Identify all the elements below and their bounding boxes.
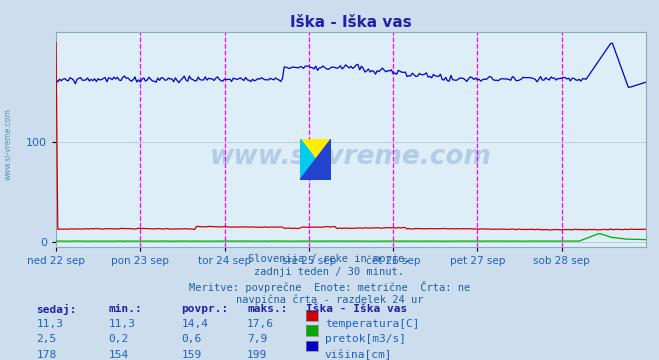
Text: Meritve: povprečne  Enote: metrične  Črta: ne: Meritve: povprečne Enote: metrične Črta:…: [189, 281, 470, 293]
Text: višina[cm]: višina[cm]: [325, 350, 392, 360]
Text: 14,4: 14,4: [181, 319, 208, 329]
Text: 0,2: 0,2: [109, 334, 129, 345]
Text: 159: 159: [181, 350, 202, 360]
Text: povpr.:: povpr.:: [181, 304, 229, 314]
Text: min.:: min.:: [109, 304, 142, 314]
Text: 178: 178: [36, 350, 57, 360]
Text: maks.:: maks.:: [247, 304, 287, 314]
Polygon shape: [300, 139, 331, 180]
Polygon shape: [300, 139, 331, 180]
Text: navpična črta - razdelek 24 ur: navpična črta - razdelek 24 ur: [236, 294, 423, 305]
Text: 154: 154: [109, 350, 129, 360]
Text: pretok[m3/s]: pretok[m3/s]: [325, 334, 406, 345]
Text: Slovenija / reke in morje.: Slovenija / reke in morje.: [248, 254, 411, 264]
Text: 199: 199: [247, 350, 268, 360]
Text: Iška - Iška vas: Iška - Iška vas: [306, 304, 408, 314]
Text: 7,9: 7,9: [247, 334, 268, 345]
Text: 17,6: 17,6: [247, 319, 274, 329]
Polygon shape: [300, 139, 331, 180]
Text: 2,5: 2,5: [36, 334, 57, 345]
Text: 11,3: 11,3: [109, 319, 136, 329]
Text: www.si-vreme.com: www.si-vreme.com: [3, 108, 13, 180]
Text: 0,6: 0,6: [181, 334, 202, 345]
Text: sedaj:: sedaj:: [36, 304, 76, 315]
Text: temperatura[C]: temperatura[C]: [325, 319, 419, 329]
Text: zadnji teden / 30 minut.: zadnji teden / 30 minut.: [254, 267, 405, 277]
Text: www.si-vreme.com: www.si-vreme.com: [210, 144, 492, 170]
Text: 11,3: 11,3: [36, 319, 63, 329]
Title: Iška - Iška vas: Iška - Iška vas: [290, 15, 412, 30]
